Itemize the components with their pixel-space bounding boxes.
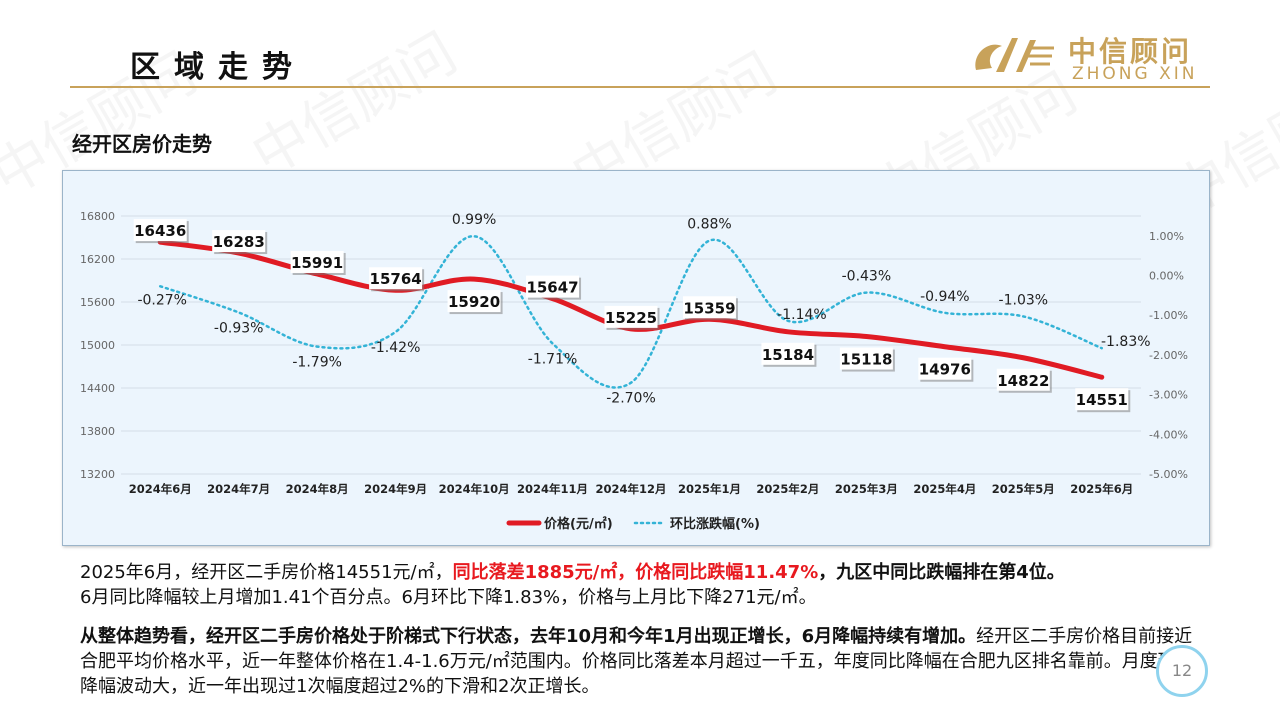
x-tick-label: 2025年4月 (913, 482, 976, 496)
mom-data-label: 0.88% (687, 217, 731, 233)
y-right-tick-label: -1.00% (1149, 309, 1188, 322)
logo-english-text: ZHONG XIN (1072, 64, 1198, 84)
legend-mom-label: 环比涨跌幅(%) (670, 516, 760, 532)
y-right-tick-label: -3.00% (1149, 389, 1188, 402)
price-label-box (133, 219, 187, 242)
company-logo: 中信顾问 ZHONG XIN (968, 28, 1213, 88)
x-tick-label: 2024年12月 (595, 482, 666, 496)
legend-price-label: 价格(元/㎡) (544, 516, 613, 532)
price-data-label: 15920 (448, 293, 500, 311)
y-left-tick-label: 14400 (80, 382, 115, 395)
y-left-tick-label: 15600 (80, 296, 115, 309)
mom-data-label: -1.83% (1101, 334, 1151, 350)
x-tick-label: 2025年5月 (992, 482, 1055, 496)
price-label-box (839, 347, 893, 370)
trend-paragraph: 从整体趋势看，经开区二手房价格处于阶梯式下行状态，去年10月和今年1月出现正增长… (80, 624, 1205, 699)
price-data-label: 16283 (213, 233, 265, 251)
price-data-label: 16436 (134, 222, 186, 240)
mom-data-label: -0.27% (137, 292, 187, 308)
summary-highlight: 同比落差1885元/㎡，价格同比跌幅11.47% (452, 562, 819, 583)
price-label-box (290, 250, 344, 273)
y-left-tick-label: 15000 (80, 339, 115, 352)
y-right-tick-label: -5.00% (1149, 468, 1188, 481)
trend-headline: 从整体趋势看，经开区二手房价格处于阶梯式下行状态，去年10月和今年1月出现正增长… (80, 626, 977, 647)
price-label-box (761, 342, 815, 365)
logo-mark-icon (975, 38, 1054, 72)
y-left-tick-label: 13200 (80, 468, 115, 481)
price-label-box (369, 267, 423, 290)
price-data-label: 15225 (605, 309, 657, 327)
x-tick-label: 2025年6月 (1070, 482, 1133, 496)
price-data-label: 15991 (291, 254, 343, 272)
price-data-label: 15184 (762, 346, 814, 364)
mom-data-label: -2.70% (606, 391, 656, 407)
summary-paragraph: 2025年6月，经开区二手房价格14551元/㎡，同比落差1885元/㎡，价格同… (80, 560, 1220, 610)
summary-text: 2025年6月，经开区二手房价格14551元/㎡， (80, 562, 453, 583)
x-tick-label: 2024年11月 (517, 482, 588, 496)
price-data-label: 15118 (840, 351, 892, 369)
price-data-label: 15359 (683, 299, 735, 317)
price-label-box (682, 296, 736, 319)
price-data-label: 15764 (370, 270, 422, 288)
price-label-box (212, 230, 266, 253)
watermark: 中信顾问 (241, 20, 468, 189)
section-title: 区域走势 (130, 50, 306, 85)
y-left-tick-label: 16200 (80, 253, 115, 266)
mom-data-label: -1.03% (999, 292, 1049, 308)
price-trend-chart: 13200 13800 14400 15000 15600 16200 16800 1.00%… (80, 210, 1188, 532)
y-left-tick-label: 13800 (80, 425, 115, 438)
chart-subtitle: 经开区房价走势 (72, 132, 212, 156)
mom-data-label: 0.99% (452, 212, 496, 228)
y-right-tick-label: -4.00% (1149, 428, 1188, 441)
price-data-label: 14822 (997, 372, 1049, 390)
price-data-label: 15647 (526, 279, 578, 297)
mom-data-label: -1.14% (777, 307, 827, 323)
y-left-tick-label: 16800 (80, 210, 115, 223)
mom-data-label: -0.93% (214, 320, 264, 336)
logo-chinese-text: 中信顾问 (1068, 35, 1193, 68)
y-right-tick-label: 0.00% (1149, 270, 1184, 283)
price-data-label: 14976 (919, 361, 971, 379)
price-label-box (526, 275, 580, 298)
mom-change-line (158, 234, 1104, 389)
header-divider (70, 86, 1210, 88)
price-label-box (604, 305, 658, 328)
trend-detail: 经开区二手房价格目前接近合肥平均价格水平，近一年整体价格在1.4-1.6万元/㎡… (80, 626, 1194, 697)
chart-panel: 13200 13800 14400 15000 15600 16200 16800 1.00%… (62, 170, 1210, 546)
price-data-label: 14551 (1076, 391, 1128, 409)
x-tick-label: 2024年8月 (286, 482, 349, 496)
x-tick-label: 2024年6月 (129, 482, 192, 496)
summary-detail: 6月同比降幅较上月增加1.41个百分点。6月环比下降1.83%，价格与上月比下降… (80, 587, 817, 608)
summary-rank: ，九区中同比跌幅排在第4位。 (818, 562, 1065, 583)
y-right-tick-label: -2.00% (1149, 349, 1188, 362)
x-tick-label: 2024年7月 (207, 482, 270, 496)
page-number: 12 (1156, 645, 1208, 697)
x-tick-label: 2024年9月 (364, 482, 427, 496)
mom-data-label: -0.94% (920, 289, 970, 305)
mom-data-label: -1.79% (292, 355, 342, 371)
price-label-box (996, 368, 1050, 391)
x-tick-label: 2025年1月 (678, 482, 741, 496)
mom-data-label: -1.71% (528, 351, 578, 367)
mom-data-label: -1.42% (371, 340, 421, 356)
y-right-tick-label: 1.00% (1149, 230, 1184, 243)
price-label-box (447, 290, 501, 313)
price-label-box (918, 357, 972, 380)
price-label-box (1075, 388, 1129, 411)
x-tick-label: 2025年3月 (835, 482, 898, 496)
mom-data-label: -0.43% (842, 269, 892, 285)
x-tick-label: 2024年10月 (439, 482, 510, 496)
x-tick-label: 2025年2月 (756, 482, 819, 496)
